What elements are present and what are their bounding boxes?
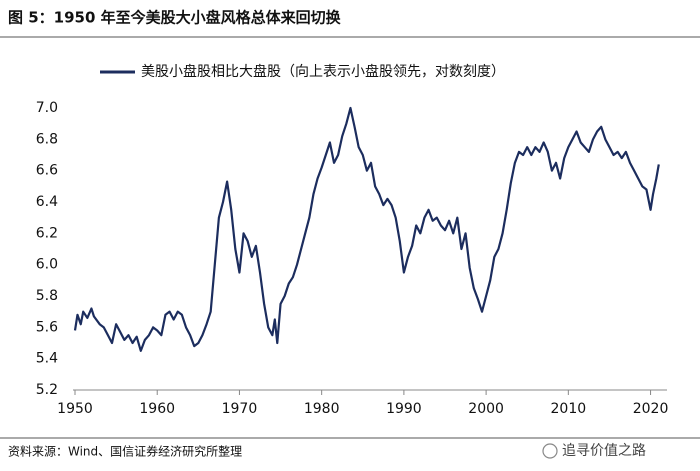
x-tick-label: 2020 bbox=[633, 401, 669, 417]
data-line bbox=[73, 106, 660, 352]
x-tick-label: 1980 bbox=[304, 401, 340, 417]
legend-label: 美股小盘股相比大盘股（向上表示小盘股领先，对数刻度） bbox=[141, 63, 505, 80]
y-tick-label: 6.4 bbox=[36, 194, 58, 210]
x-tick-label: 2000 bbox=[468, 401, 504, 417]
watermark: 追寻价值之路 bbox=[562, 443, 646, 459]
source: 资料来源：Wind、国信证券经济研究所整理 bbox=[8, 444, 242, 459]
y-tick-label: 6.6 bbox=[36, 163, 58, 179]
y-tick-label: 5.4 bbox=[36, 351, 58, 367]
x-tick-label: 2010 bbox=[551, 401, 587, 417]
watermark-icon bbox=[542, 443, 558, 459]
y-tick-label: 5.8 bbox=[36, 288, 58, 304]
x-tick-label: 1960 bbox=[139, 401, 175, 417]
y-tick-label: 5.2 bbox=[36, 382, 58, 398]
x-tick-label: 1950 bbox=[57, 401, 93, 417]
x-tick-label: 1970 bbox=[222, 401, 258, 417]
y-tick-label: 7.0 bbox=[36, 100, 58, 116]
y-tick-label: 5.6 bbox=[36, 319, 58, 335]
y-tick-label: 6.8 bbox=[36, 131, 58, 147]
x-tick-label: 1990 bbox=[386, 401, 422, 417]
y-tick-label: 6.2 bbox=[36, 225, 58, 241]
y-tick-label: 6.0 bbox=[36, 257, 58, 273]
chart-title: 图 5：1950 年至今美股大小盘风格总体来回切换 bbox=[8, 9, 342, 27]
